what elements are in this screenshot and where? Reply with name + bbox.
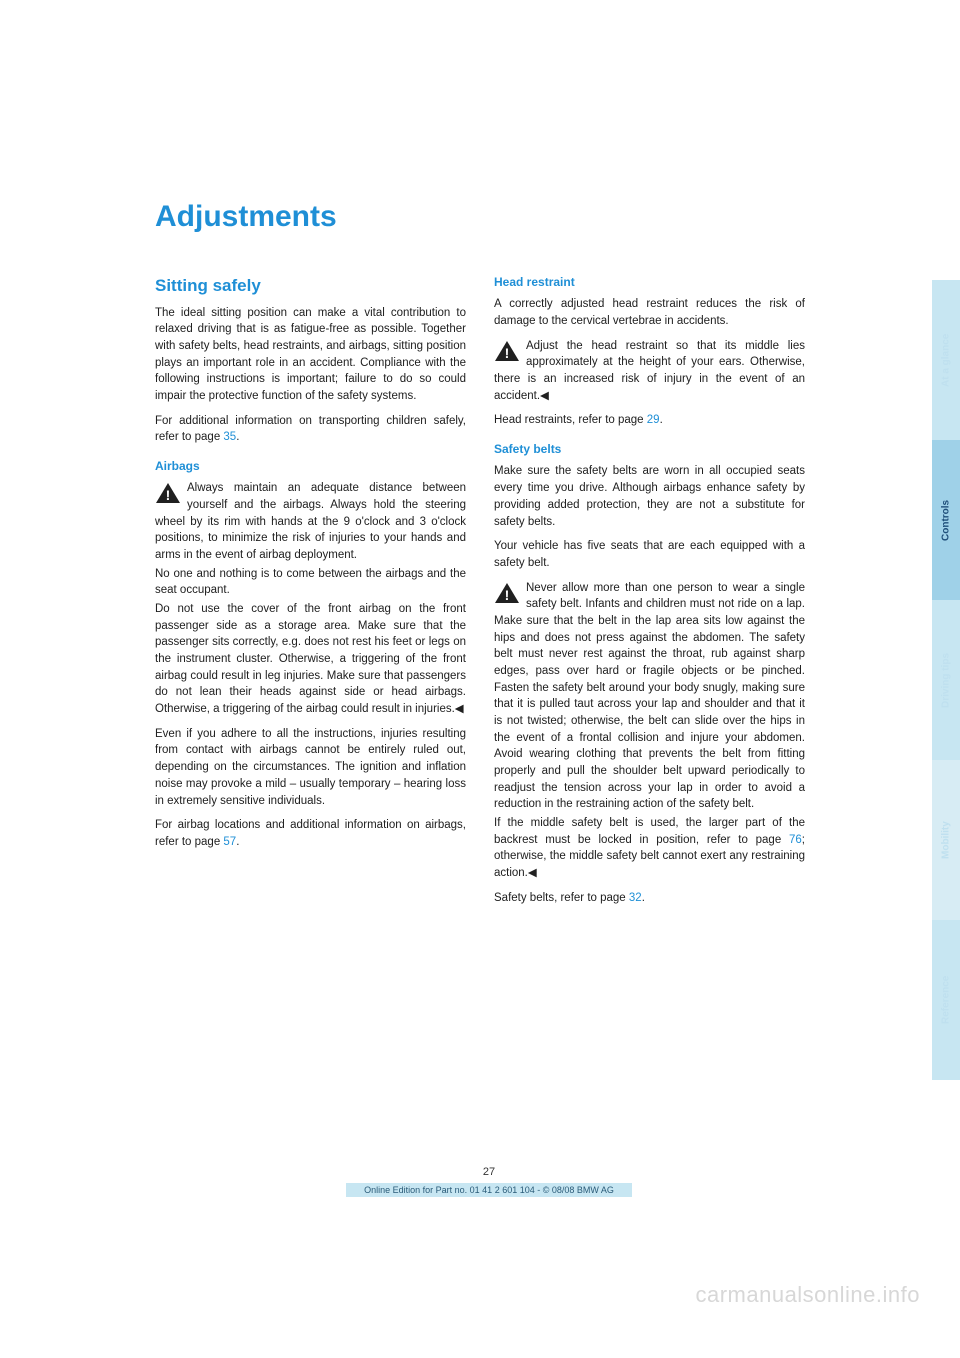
body-text: Even if you adhere to all the instructio… [155, 726, 466, 809]
text-fragment: For airbag locations and additional info… [155, 819, 466, 848]
warning-icon: ! [494, 582, 520, 604]
page-number: 27 [155, 1166, 823, 1178]
body-text: Make sure the safety belts are worn in a… [494, 463, 805, 530]
page-link-35[interactable]: 35 [223, 431, 236, 443]
page-link-57[interactable]: 57 [223, 836, 236, 848]
page-link-29[interactable]: 29 [647, 414, 660, 426]
text-fragment: . [236, 431, 239, 443]
subheading-safety-belts: Safety belts [494, 441, 805, 458]
body-text: Your vehicle has five seats that are eac… [494, 538, 805, 571]
subheading-airbags: Airbags [155, 458, 466, 475]
subheading-head-restraint: Head restraint [494, 274, 805, 291]
text-fragment: Safety belts, refer to page [494, 892, 629, 904]
svg-text:!: ! [505, 345, 510, 361]
tab-label: Mobility [941, 821, 952, 859]
page-title: Adjustments [155, 200, 805, 234]
body-text: A correctly adjusted head restraint redu… [494, 296, 805, 329]
tab-label: At a glance [941, 333, 952, 386]
text-fragment: If the middle safety belt is used, the l… [494, 817, 805, 846]
page-footer: 27 Online Edition for Part no. 01 41 2 6… [155, 1166, 823, 1198]
text-fragment: Always maintain an adequate distance bet… [155, 482, 466, 561]
section-sitting-safely: Sitting safely [155, 274, 466, 299]
side-tabs: At a glance Controls Driving tips Mobili… [932, 280, 960, 1080]
body-text: The ideal sitting position can make a vi… [155, 305, 466, 405]
right-column: Head restraint A correctly adjusted head… [494, 274, 805, 914]
warning-paragraph: ! Adjust the head restraint so that its … [494, 338, 805, 405]
text-fragment: Never allow more than one person to wear… [494, 582, 805, 811]
tab-driving-tips[interactable]: Driving tips [932, 600, 960, 760]
tab-label: Controls [941, 499, 952, 540]
text-fragment: . [642, 892, 645, 904]
tab-label: Driving tips [941, 653, 952, 708]
text-fragment: Head restraints, refer to page [494, 414, 647, 426]
svg-text:!: ! [505, 587, 510, 603]
footer-edition-line: Online Edition for Part no. 01 41 2 601 … [346, 1183, 632, 1197]
warning-paragraph: ! Always maintain an adequate distance b… [155, 480, 466, 563]
tab-mobility[interactable]: Mobility [932, 760, 960, 920]
body-text: Safety belts, refer to page 32. [494, 890, 805, 907]
tab-label: Reference [941, 976, 952, 1024]
body-text: Do not use the cover of the front airbag… [155, 601, 466, 718]
page-link-32[interactable]: 32 [629, 892, 642, 904]
text-fragment: For additional information on transporti… [155, 415, 466, 444]
left-column: Sitting safely The ideal sitting positio… [155, 274, 466, 914]
text-fragment: . [660, 414, 663, 426]
body-text: For airbag locations and additional info… [155, 817, 466, 850]
warning-paragraph: ! Never allow more than one person to we… [494, 580, 805, 813]
content-columns: Sitting safely The ideal sitting positio… [155, 274, 805, 914]
warning-icon: ! [155, 482, 181, 504]
body-text: If the middle safety belt is used, the l… [494, 815, 805, 882]
text-fragment: . [236, 836, 239, 848]
page-content: Adjustments Sitting safely The ideal sit… [155, 200, 805, 914]
warning-icon: ! [494, 340, 520, 362]
tab-controls[interactable]: Controls [932, 440, 960, 600]
body-text: No one and nothing is to come between th… [155, 566, 466, 599]
body-text: For additional information on transporti… [155, 413, 466, 446]
svg-text:!: ! [166, 487, 171, 503]
tab-reference[interactable]: Reference [932, 920, 960, 1080]
page-link-76[interactable]: 76 [789, 834, 802, 846]
tab-at-a-glance[interactable]: At a glance [932, 280, 960, 440]
watermark: carmanualsonline.info [695, 1282, 920, 1308]
text-fragment: Adjust the head restraint so that its mi… [494, 340, 805, 402]
body-text: Head restraints, refer to page 29. [494, 412, 805, 429]
